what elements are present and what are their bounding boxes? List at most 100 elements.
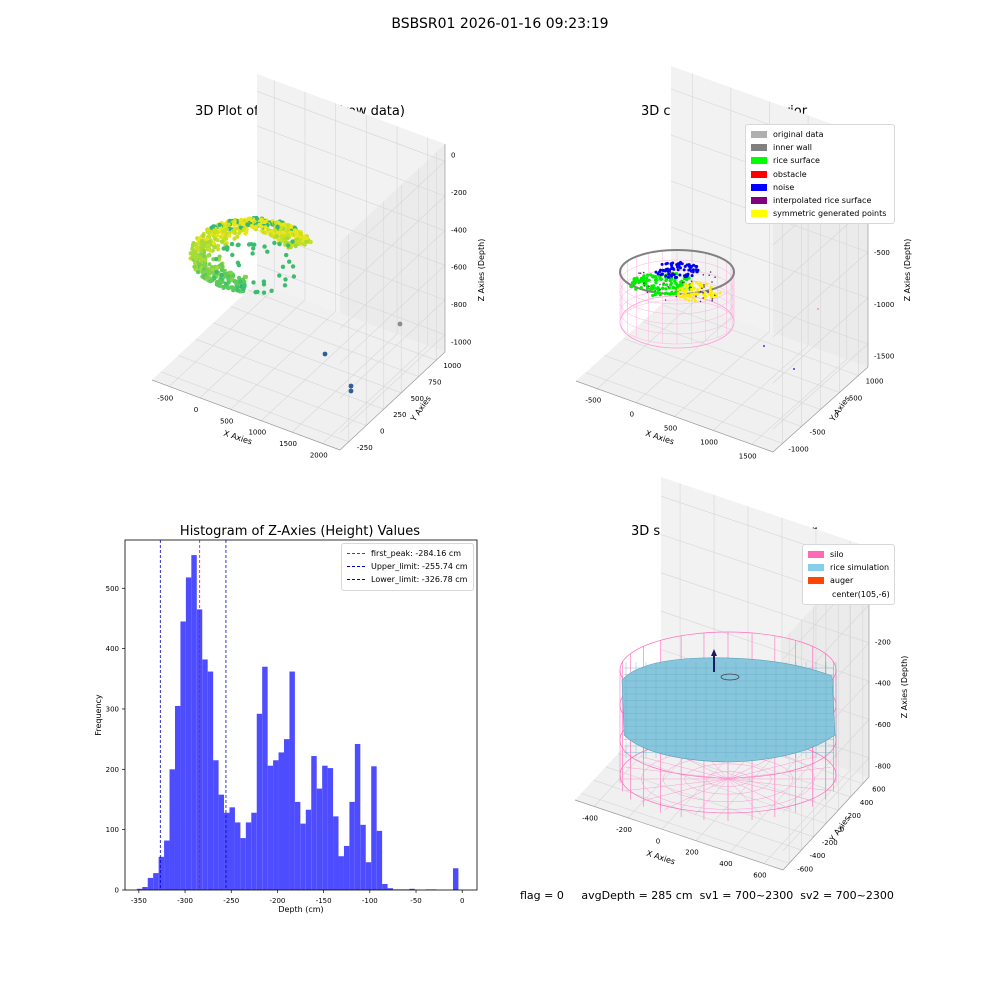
data-point: [277, 241, 282, 247]
rice-surface-point: [659, 277, 663, 281]
legend-swatch: [808, 564, 824, 572]
noise-point: [664, 274, 668, 278]
data-point: [225, 245, 230, 250]
histogram-bar: [322, 765, 328, 890]
grid-line: [291, 333, 398, 433]
interpolated-point: [703, 286, 705, 288]
symmetric-point: [709, 285, 713, 289]
rice-surface-point: [653, 291, 658, 295]
data-point: [308, 239, 313, 245]
histogram-bar: [256, 713, 263, 890]
histogram-bar: [311, 756, 317, 890]
data-point: [201, 233, 206, 238]
noise-point: [683, 274, 686, 278]
interpolated-point: [669, 271, 672, 274]
noise-point: [763, 345, 765, 347]
histogram-bar: [300, 823, 306, 890]
data-point: [231, 286, 236, 291]
noise-point: [673, 276, 677, 279]
x-tick-label: -100: [362, 897, 378, 905]
x-tick-label: -350: [131, 897, 147, 905]
symmetric-point: [695, 292, 699, 296]
x-axis-label: Depth (cm): [278, 905, 323, 914]
rice-surface-point: [642, 274, 646, 278]
x-tick-label: 600: [753, 872, 766, 880]
rice-surface-point: [685, 278, 689, 282]
interpolated-point: [699, 300, 702, 303]
data-point: [232, 236, 237, 241]
interpolated-point: [675, 295, 678, 298]
classify-legend: original data inner wall rice surface ob…: [745, 124, 895, 225]
x-tick-label: -400: [582, 814, 598, 822]
silo-floor-spoke: [640, 756, 729, 780]
histogram-bar: [327, 768, 334, 890]
figure-title: BSBSR01 2026-01-16 09:23:19: [391, 16, 609, 32]
symmetric-point: [687, 299, 691, 303]
interpolated-point: [643, 282, 645, 285]
noise-point: [678, 273, 682, 277]
legend-label: original data: [773, 130, 824, 140]
histogram-bar: [142, 886, 148, 890]
data-point: [231, 229, 236, 234]
silo-floor-spoke: [625, 767, 729, 780]
data-point: [252, 242, 257, 247]
grid-line: [660, 610, 870, 682]
data-point: [279, 225, 285, 231]
interpolated-point: [714, 294, 716, 297]
x-tick-label: 200: [685, 849, 698, 857]
histogram-bar: [174, 705, 181, 890]
z-tick-label: -200: [875, 638, 891, 646]
grid-line: [339, 230, 446, 329]
data-point: [201, 274, 206, 280]
data-point: [211, 234, 217, 239]
histogram-bar: [196, 609, 203, 890]
interpolated-point: [642, 271, 645, 274]
data-point: [287, 259, 292, 264]
z-tick-label: -800: [451, 301, 467, 309]
simulation-legend: silo rice simulation auger center(105,-6…: [802, 544, 895, 605]
symmetric-point: [696, 288, 700, 292]
data-point: [269, 288, 274, 293]
interpolated-point: [703, 284, 705, 286]
rice-surface-point: [632, 277, 636, 281]
data-point: [192, 264, 197, 269]
histogram-bar: [365, 862, 372, 890]
grid-line: [195, 338, 384, 410]
noise-point: [656, 272, 660, 276]
legend-label: symmetric generated points: [773, 209, 887, 219]
y-tick-label: 250: [393, 411, 406, 419]
data-point: [220, 268, 225, 273]
data-point: [265, 249, 270, 254]
y-tick-label: -1000: [788, 446, 808, 454]
interpolated-point: [664, 299, 667, 301]
z-tick-label: -1500: [874, 353, 894, 361]
outlier-point: [322, 351, 328, 357]
grid-line: [213, 322, 402, 394]
rice-surface-point: [673, 279, 677, 283]
legend-item: silo: [808, 548, 889, 561]
data-point: [238, 218, 243, 223]
x-tick-label: 500: [664, 425, 677, 433]
legend-label: auger: [830, 576, 854, 586]
histogram-bar: [294, 801, 301, 890]
symmetric-point: [676, 288, 680, 292]
plot-frame: [124, 539, 478, 891]
data-point: [284, 252, 289, 258]
rice-surface-point: [637, 280, 641, 285]
noise-point: [683, 265, 687, 268]
data-point: [237, 275, 242, 280]
x-tick-label: 1000: [700, 438, 718, 446]
histogram-bar: [262, 666, 268, 890]
status-sv2: sv2 = 700~2300: [800, 889, 894, 902]
x-tick-label: -50: [410, 897, 421, 905]
data-point: [204, 268, 210, 273]
y-tick-label: 300: [106, 705, 119, 713]
legend-label: rice surface: [773, 156, 820, 166]
data-point: [230, 252, 235, 258]
data-point: [293, 244, 298, 249]
data-point: [237, 230, 242, 236]
silo-floor-ring: [684, 763, 772, 795]
x-tick-label: 400: [719, 860, 732, 868]
data-point: [206, 253, 211, 258]
data-point: [190, 251, 195, 256]
